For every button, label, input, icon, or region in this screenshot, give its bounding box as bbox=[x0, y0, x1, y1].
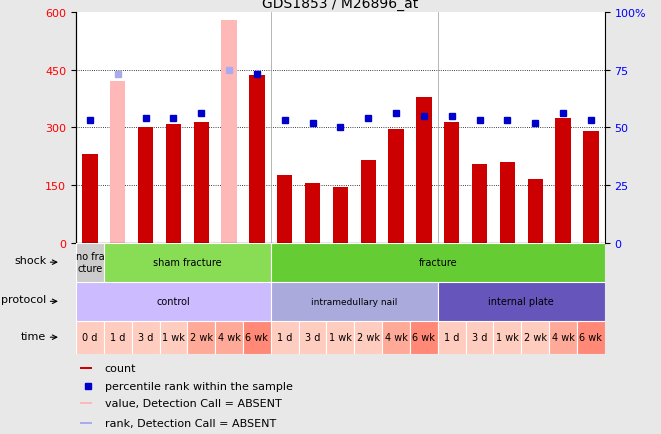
Bar bbox=[159, 321, 187, 354]
Bar bbox=[215, 321, 243, 354]
Bar bbox=[104, 243, 271, 282]
Bar bbox=[354, 321, 382, 354]
Text: 0 d: 0 d bbox=[82, 332, 98, 342]
Bar bbox=[271, 282, 438, 321]
Bar bbox=[299, 321, 327, 354]
Bar bbox=[522, 321, 549, 354]
Bar bbox=[382, 321, 410, 354]
Bar bbox=[187, 321, 215, 354]
Text: 2 wk: 2 wk bbox=[524, 332, 547, 342]
Text: 6 wk: 6 wk bbox=[580, 332, 602, 342]
Text: value, Detection Call = ABSENT: value, Detection Call = ABSENT bbox=[104, 398, 282, 408]
Text: sham fracture: sham fracture bbox=[153, 258, 221, 267]
Text: 4 wk: 4 wk bbox=[217, 332, 241, 342]
Bar bbox=[110, 82, 126, 243]
Text: shock: shock bbox=[14, 256, 46, 266]
Bar bbox=[438, 321, 465, 354]
Text: time: time bbox=[21, 331, 46, 341]
Bar bbox=[472, 164, 487, 243]
Text: 1 wk: 1 wk bbox=[496, 332, 519, 342]
Bar bbox=[76, 243, 104, 282]
Bar bbox=[271, 321, 299, 354]
Bar bbox=[76, 321, 104, 354]
Text: 1 d: 1 d bbox=[444, 332, 459, 342]
Bar bbox=[82, 155, 98, 243]
Text: 2 wk: 2 wk bbox=[357, 332, 380, 342]
Bar bbox=[166, 125, 181, 243]
Text: rank, Detection Call = ABSENT: rank, Detection Call = ABSENT bbox=[104, 418, 276, 428]
Bar bbox=[465, 321, 494, 354]
Bar bbox=[416, 97, 432, 243]
Bar bbox=[221, 21, 237, 243]
Bar bbox=[577, 321, 605, 354]
Text: intramedullary nail: intramedullary nail bbox=[311, 297, 397, 306]
Text: GDS1853 / M26896_at: GDS1853 / M26896_at bbox=[262, 0, 418, 11]
Text: 2 wk: 2 wk bbox=[190, 332, 213, 342]
Bar bbox=[494, 321, 522, 354]
Text: 1 wk: 1 wk bbox=[329, 332, 352, 342]
Bar bbox=[389, 130, 404, 243]
Text: count: count bbox=[104, 363, 136, 373]
Bar bbox=[271, 243, 605, 282]
Text: 1 wk: 1 wk bbox=[162, 332, 185, 342]
Bar bbox=[138, 128, 153, 243]
Bar bbox=[555, 118, 570, 243]
Bar bbox=[361, 161, 376, 243]
Text: 6 wk: 6 wk bbox=[412, 332, 436, 342]
Bar bbox=[80, 402, 92, 404]
Bar bbox=[243, 321, 271, 354]
Bar bbox=[500, 162, 515, 243]
Bar bbox=[444, 122, 459, 243]
Text: no fra
cture: no fra cture bbox=[75, 252, 104, 273]
Bar bbox=[549, 321, 577, 354]
Text: 1 d: 1 d bbox=[110, 332, 126, 342]
Text: 6 wk: 6 wk bbox=[245, 332, 268, 342]
Bar bbox=[327, 321, 354, 354]
Bar bbox=[76, 282, 271, 321]
Bar bbox=[583, 132, 599, 243]
Text: protocol: protocol bbox=[1, 295, 46, 305]
Text: control: control bbox=[157, 297, 190, 306]
Bar bbox=[80, 367, 92, 369]
Bar bbox=[438, 282, 605, 321]
Text: percentile rank within the sample: percentile rank within the sample bbox=[104, 381, 293, 391]
Bar bbox=[80, 422, 92, 424]
Text: 3 d: 3 d bbox=[305, 332, 321, 342]
Bar bbox=[249, 76, 264, 243]
Text: 3 d: 3 d bbox=[138, 332, 153, 342]
Text: internal plate: internal plate bbox=[488, 297, 554, 306]
Text: 4 wk: 4 wk bbox=[552, 332, 574, 342]
Text: 3 d: 3 d bbox=[472, 332, 487, 342]
Bar bbox=[332, 187, 348, 243]
Bar bbox=[527, 180, 543, 243]
Text: 1 d: 1 d bbox=[277, 332, 292, 342]
Bar bbox=[194, 122, 209, 243]
Bar bbox=[132, 321, 159, 354]
Text: 4 wk: 4 wk bbox=[385, 332, 408, 342]
Bar bbox=[104, 321, 132, 354]
Bar bbox=[410, 321, 438, 354]
Bar bbox=[305, 184, 320, 243]
Text: fracture: fracture bbox=[418, 258, 457, 267]
Bar bbox=[277, 176, 292, 243]
